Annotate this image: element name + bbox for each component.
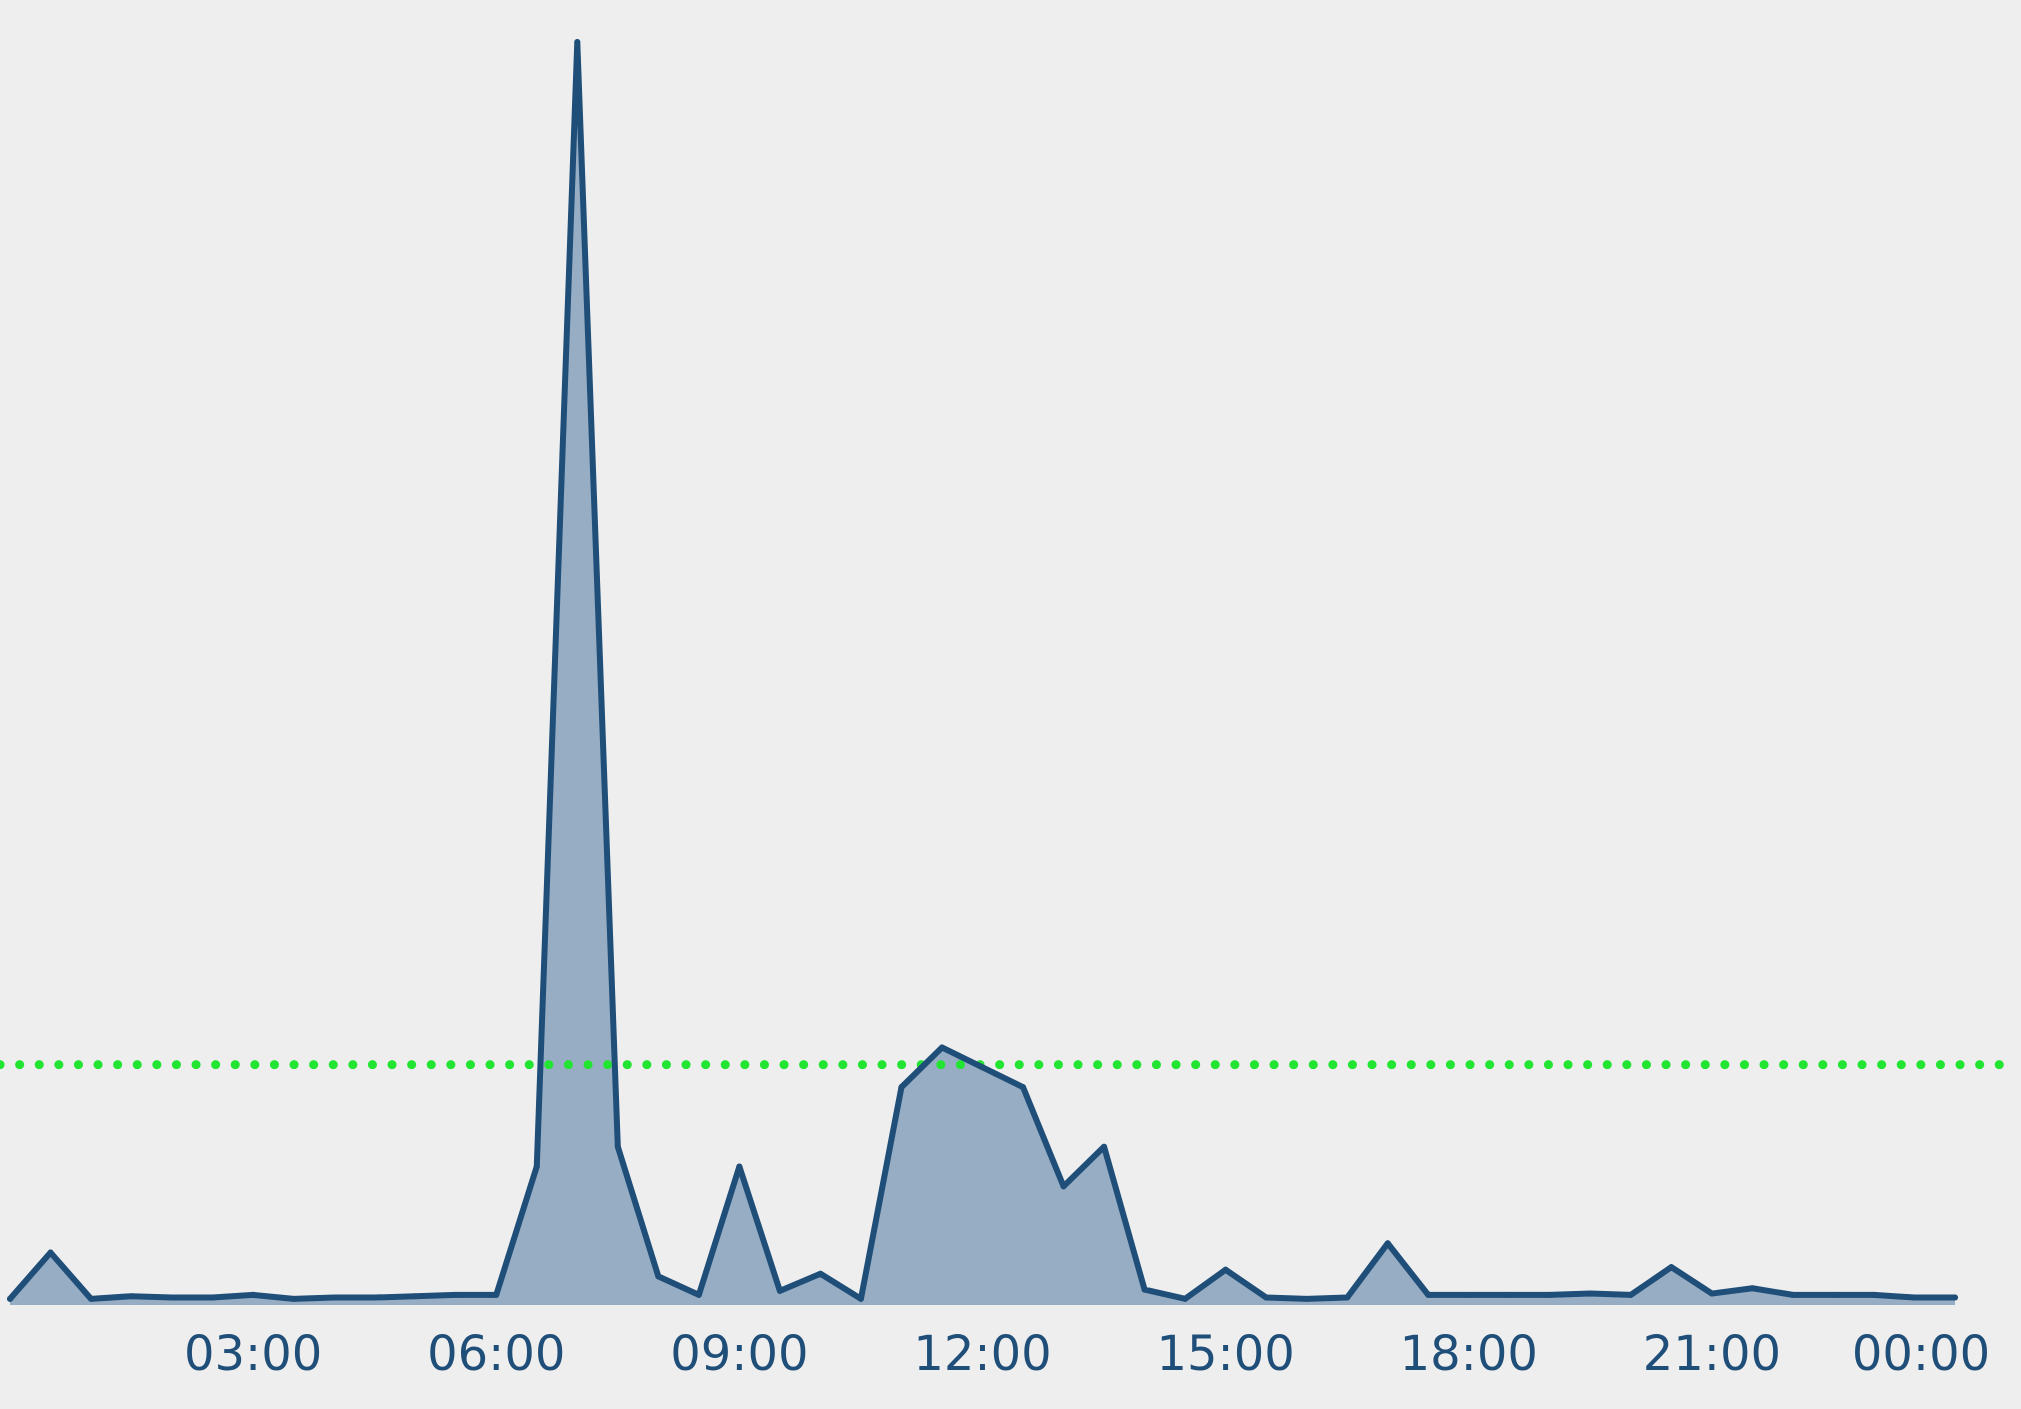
data-point	[1101, 1143, 1108, 1150]
data-point	[1587, 1290, 1594, 1297]
data-point	[614, 1143, 621, 1150]
data-point	[88, 1295, 95, 1302]
data-point	[1546, 1291, 1553, 1298]
data-point	[1344, 1294, 1351, 1301]
data-point	[1182, 1295, 1189, 1302]
data-point	[7, 1295, 13, 1302]
data-point	[169, 1294, 176, 1301]
data-point	[776, 1287, 783, 1294]
data-point	[209, 1294, 216, 1301]
data-point	[1222, 1266, 1229, 1273]
data-point	[1141, 1286, 1148, 1293]
data-point	[533, 1163, 540, 1170]
data-point	[1384, 1240, 1391, 1247]
data-point	[898, 1084, 905, 1091]
x-tick-label: 18:00	[1400, 1326, 1538, 1382]
data-point	[1627, 1291, 1634, 1298]
data-point	[1668, 1264, 1675, 1271]
data-point	[1911, 1294, 1918, 1301]
data-point	[1789, 1291, 1796, 1298]
data-point	[1263, 1294, 1270, 1301]
data-point	[1060, 1183, 1067, 1190]
data-point	[1020, 1084, 1027, 1091]
data-point	[290, 1295, 297, 1302]
data-point	[493, 1291, 500, 1298]
data-point	[1830, 1291, 1837, 1298]
data-point	[1465, 1291, 1472, 1298]
x-tick-label: 15:00	[1156, 1326, 1294, 1382]
data-point	[47, 1249, 54, 1256]
data-point	[331, 1294, 338, 1301]
x-tick-label: 21:00	[1643, 1326, 1781, 1382]
x-tick-label: 09:00	[670, 1326, 808, 1382]
data-point	[979, 1064, 986, 1071]
data-point	[1303, 1295, 1310, 1302]
data-point	[1708, 1290, 1715, 1297]
data-point	[736, 1163, 743, 1170]
data-point	[371, 1294, 378, 1301]
data-point	[1749, 1285, 1756, 1292]
x-tick-label: 03:00	[184, 1326, 322, 1382]
data-point	[1952, 1294, 1958, 1301]
x-tick-label: 00:00	[1852, 1326, 1990, 1382]
data-point	[695, 1291, 702, 1298]
data-point	[1506, 1291, 1513, 1298]
data-point	[655, 1273, 662, 1280]
x-tick-label: 06:00	[427, 1326, 565, 1382]
data-point	[250, 1291, 257, 1298]
data-point	[817, 1270, 824, 1277]
data-point	[574, 39, 581, 45]
data-point	[452, 1291, 459, 1298]
data-point	[412, 1293, 419, 1300]
series-area	[10, 42, 1955, 1305]
data-point	[857, 1295, 864, 1302]
data-point	[938, 1044, 945, 1051]
data-point	[1425, 1291, 1432, 1298]
x-tick-label: 12:00	[913, 1326, 1051, 1382]
data-point	[128, 1293, 135, 1300]
data-point	[1870, 1291, 1877, 1298]
